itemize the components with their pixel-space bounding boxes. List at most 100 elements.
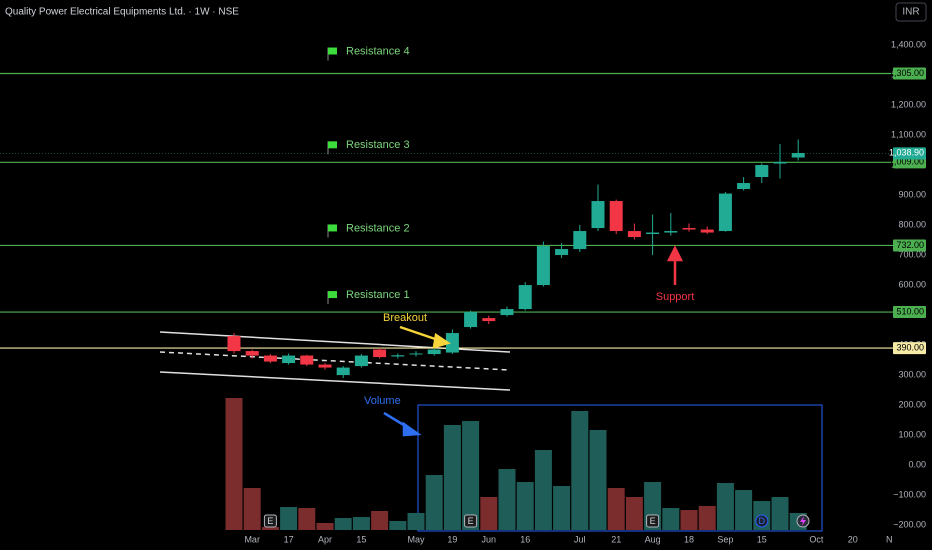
volume-bar <box>498 469 516 530</box>
volume-bar <box>680 510 698 530</box>
candle-body <box>700 229 714 233</box>
x-tick-label: 19 <box>447 534 457 544</box>
flag <box>328 224 337 232</box>
candle-body <box>300 355 314 365</box>
volume-bar <box>298 508 316 530</box>
y-tick-label: 800.00 <box>898 219 926 229</box>
candle-body <box>518 285 532 310</box>
candle-body <box>591 201 605 229</box>
currency-button[interactable] <box>895 2 927 22</box>
volume-bar <box>662 508 680 530</box>
volume-bar <box>516 482 534 530</box>
volume-bar <box>371 511 389 530</box>
volume-bar <box>280 507 298 530</box>
y-tick-label: 700.00 <box>898 249 926 259</box>
lightning-bolt <box>800 516 806 526</box>
level-price: 390.00 <box>896 342 924 352</box>
candle-body <box>718 193 732 232</box>
candle-body <box>664 231 678 233</box>
x-tick-label: Aug <box>645 534 661 544</box>
volume-bar <box>771 497 789 530</box>
level-name: Resistance 3 <box>346 139 410 151</box>
volume-bar <box>443 425 461 530</box>
volume-bar <box>607 488 625 530</box>
x-tick-label: Jul <box>574 534 586 544</box>
volume-bar <box>480 497 498 530</box>
breakout-arrow <box>399 325 451 349</box>
level-box <box>893 239 926 252</box>
x-tick-label: 15 <box>757 534 767 544</box>
event-label: E <box>650 516 656 526</box>
candle-body <box>445 333 459 353</box>
candle-body <box>536 246 550 286</box>
volume-bar <box>589 430 607 530</box>
candle-body <box>354 355 368 367</box>
support-arrow <box>666 245 684 285</box>
marks: 1,400.001,300.001,200.001,100.001,000.00… <box>0 39 926 544</box>
volume-bar <box>352 517 370 530</box>
candle-body <box>282 355 296 364</box>
level-price: 1,009.00 <box>889 157 924 167</box>
volume-bar <box>625 497 643 530</box>
volume-bar <box>716 483 734 530</box>
candle-body <box>263 355 277 362</box>
y-tick-label: 200.00 <box>898 399 926 409</box>
candle-body <box>627 231 641 238</box>
event-label: E <box>468 516 474 526</box>
flag <box>328 47 337 55</box>
y-tick-label: 600.00 <box>898 279 926 289</box>
x-tick-label: Apr <box>318 534 332 544</box>
level-box <box>893 306 926 319</box>
level-name: Resistance 4 <box>346 45 410 57</box>
candle-body <box>755 165 769 178</box>
y-tick-label: −100.00 <box>893 489 926 499</box>
level-price: 732.00 <box>896 240 924 250</box>
breakout-label: Breakout <box>383 312 427 324</box>
candle-body <box>373 349 387 358</box>
volume-bar <box>334 518 352 530</box>
chart-title: Quality Power Electrical Equipments Ltd.… <box>5 7 239 18</box>
volume-box <box>417 404 823 532</box>
x-tick-label: May <box>407 534 425 544</box>
candle-body <box>555 249 569 256</box>
volume-bar <box>316 523 334 530</box>
volume-bar <box>389 521 407 530</box>
volume-bar <box>425 475 443 530</box>
level-box <box>893 342 926 355</box>
y-tick-label: 900.00 <box>898 189 926 199</box>
channel-lower <box>159 371 511 391</box>
y-tick-label: 100.00 <box>898 429 926 439</box>
y-tick-label: 0.00 <box>908 459 926 469</box>
volume-bar <box>698 506 716 530</box>
channel-mid <box>159 351 511 371</box>
level-name: Resistance 1 <box>346 289 410 301</box>
candle-body <box>245 351 259 356</box>
last-price-box <box>893 147 926 160</box>
x-tick-label: Sep <box>717 534 733 544</box>
event-label: E <box>267 516 273 526</box>
candle-body <box>791 153 805 158</box>
x-tick-label: 16 <box>520 534 530 544</box>
candle-body <box>646 232 660 235</box>
level-box <box>893 67 926 80</box>
candle-body <box>737 183 751 190</box>
volume-arrow <box>383 411 422 437</box>
currency-label[interactable]: INR <box>902 7 919 18</box>
volume-bar <box>735 490 753 530</box>
volume-bar <box>462 421 480 530</box>
x-tick-label: 17 <box>284 534 294 544</box>
support-label: Support <box>656 291 695 303</box>
level-price: 1,305.00 <box>889 68 924 78</box>
flag <box>328 141 337 149</box>
volume-bar <box>225 398 243 530</box>
x-tick-label: N <box>886 534 893 544</box>
flag <box>328 291 337 299</box>
candle-body <box>500 309 514 316</box>
candle-body <box>464 312 478 328</box>
y-tick-label: −200.00 <box>893 519 926 529</box>
y-tick-label: 1,100.00 <box>891 129 926 139</box>
event-badge <box>464 514 478 528</box>
candle-body <box>391 355 405 357</box>
